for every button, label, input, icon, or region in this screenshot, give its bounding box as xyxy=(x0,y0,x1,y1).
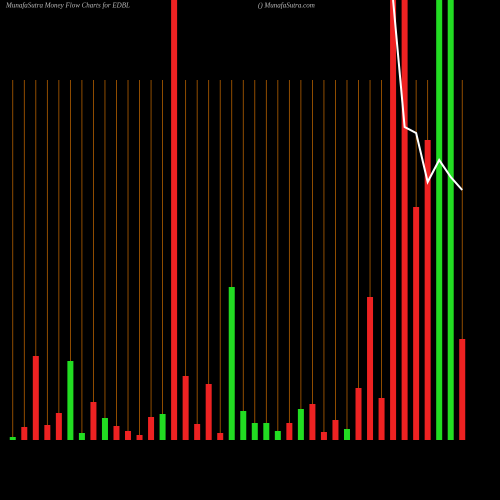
bar xyxy=(9,437,16,440)
bar xyxy=(182,376,189,440)
bar xyxy=(148,417,155,440)
bar xyxy=(205,384,212,440)
bar xyxy=(355,388,362,440)
bar xyxy=(286,423,293,440)
bar xyxy=(320,432,327,440)
bar xyxy=(32,356,39,440)
bar xyxy=(447,0,454,440)
bar xyxy=(263,423,270,440)
bar xyxy=(274,431,281,440)
bar xyxy=(390,0,397,440)
bar xyxy=(194,424,201,440)
bar xyxy=(67,361,74,440)
bar xyxy=(309,404,316,440)
bar xyxy=(332,420,339,440)
plot-area xyxy=(9,0,466,440)
bar xyxy=(240,411,247,440)
chart-title: MunafaSutra Money Flow Charts for EDBL xyxy=(5,2,130,10)
bar xyxy=(125,431,132,440)
bar xyxy=(44,425,51,440)
bar xyxy=(159,414,166,440)
bar xyxy=(378,398,385,440)
bar xyxy=(228,287,235,440)
bar xyxy=(459,339,466,440)
bar xyxy=(413,207,420,440)
bar xyxy=(436,0,443,440)
bar xyxy=(401,0,408,440)
bar xyxy=(90,402,97,440)
bar xyxy=(21,427,28,440)
bar xyxy=(217,433,224,440)
bar xyxy=(171,0,178,440)
chart-subtitle: () MunafaSutra.com xyxy=(258,2,315,10)
bar xyxy=(78,433,85,440)
bar xyxy=(55,413,62,440)
bar xyxy=(136,435,143,440)
bar xyxy=(297,409,304,440)
bar xyxy=(101,418,108,440)
bar xyxy=(367,297,374,440)
money-flow-line xyxy=(392,0,463,191)
bar xyxy=(424,140,431,440)
bar xyxy=(113,426,120,440)
bar xyxy=(251,423,258,440)
bar xyxy=(343,429,350,440)
